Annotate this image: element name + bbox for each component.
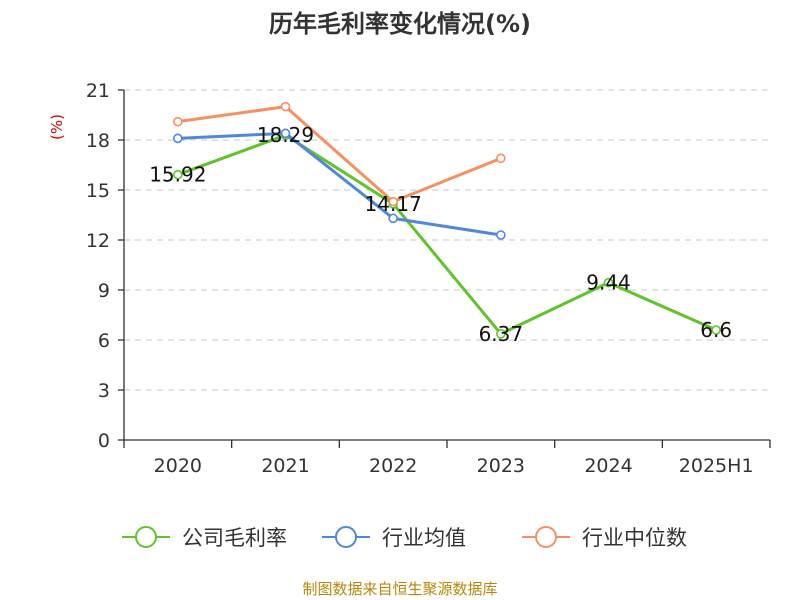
legend-label-1: 行业均值: [382, 526, 466, 550]
series-2-point-2020: [173, 116, 183, 127]
chart-title: 历年毛利率变化情况(%): [269, 10, 531, 38]
y-tick-label-6: 6: [98, 330, 110, 352]
legend-marker-0: [135, 526, 157, 548]
legend-item-2[interactable]: 行业中位数: [522, 526, 687, 550]
series-0-point-2025H1: [711, 325, 721, 335]
grid-lines: [124, 89, 770, 391]
series-line-1: [177, 131, 502, 237]
series-group: [173, 101, 721, 339]
y-axis-ticks: 0 3 6 9 12 15 18 21: [86, 80, 124, 452]
series-1-point-2021: [280, 128, 291, 139]
axes: [123, 90, 770, 441]
series-line-0: [177, 133, 717, 336]
x-tick-label-2024: 2024: [584, 455, 632, 477]
source-note: 制图数据来自恒生聚源数据库: [302, 580, 497, 598]
series-1-point-2023: [496, 230, 506, 240]
data-labels: 15.92 18.29 14.17 6.37 9.44 6.6: [149, 123, 732, 346]
x-tick-label-2025H1: 2025H1: [679, 455, 754, 477]
series-2-point-2023: [496, 153, 506, 164]
series-0-point-2020: [173, 169, 183, 180]
x-tick-label-2021: 2021: [261, 455, 309, 477]
y-tick-label-21: 21: [86, 80, 110, 102]
y-tick-label-18: 18: [86, 130, 110, 152]
x-tick-label-2022: 2022: [369, 455, 417, 477]
legend[interactable]: 公司毛利率 行业均值 行业中位数: [122, 526, 687, 550]
data-label-2024: 9.44: [586, 271, 631, 295]
x-axis-ticks: 2020 2021 2022 2023 2024 2025H1: [123, 440, 771, 477]
series-0-point-2024: [603, 277, 614, 288]
series-1-point-2022: [388, 213, 398, 224]
y-tick-label-9: 9: [98, 280, 110, 302]
series-1-point-2020: [173, 133, 183, 144]
series-2-point-2022: [388, 196, 398, 207]
x-tick-label-2023: 2023: [477, 455, 525, 477]
legend-label-2: 行业中位数: [582, 526, 687, 550]
data-label-2023: 6.37: [479, 322, 524, 346]
x-tick-label-2020: 2020: [154, 455, 202, 477]
data-label-2021: 18.29: [257, 123, 314, 147]
series-line-2: [177, 105, 502, 204]
y-axis-unit: (%): [48, 114, 66, 140]
y-tick-label-15: 15: [86, 180, 110, 202]
data-label-2025H1: 6.6: [700, 318, 732, 342]
series-0-point-2023: [496, 329, 506, 339]
y-tick-label-12: 12: [86, 230, 110, 252]
legend-marker-2: [535, 526, 557, 548]
legend-item-0[interactable]: 公司毛利率: [122, 526, 287, 550]
y-tick-label-0: 0: [98, 430, 110, 452]
legend-marker-1: [335, 526, 357, 548]
legend-label-0: 公司毛利率: [182, 526, 287, 550]
legend-item-1[interactable]: 行业均值: [322, 526, 466, 550]
series-2-point-2021: [280, 101, 291, 112]
data-label-2022: 14.17: [365, 192, 422, 216]
data-label-2020: 15.92: [149, 163, 206, 187]
y-tick-label-3: 3: [98, 380, 110, 402]
